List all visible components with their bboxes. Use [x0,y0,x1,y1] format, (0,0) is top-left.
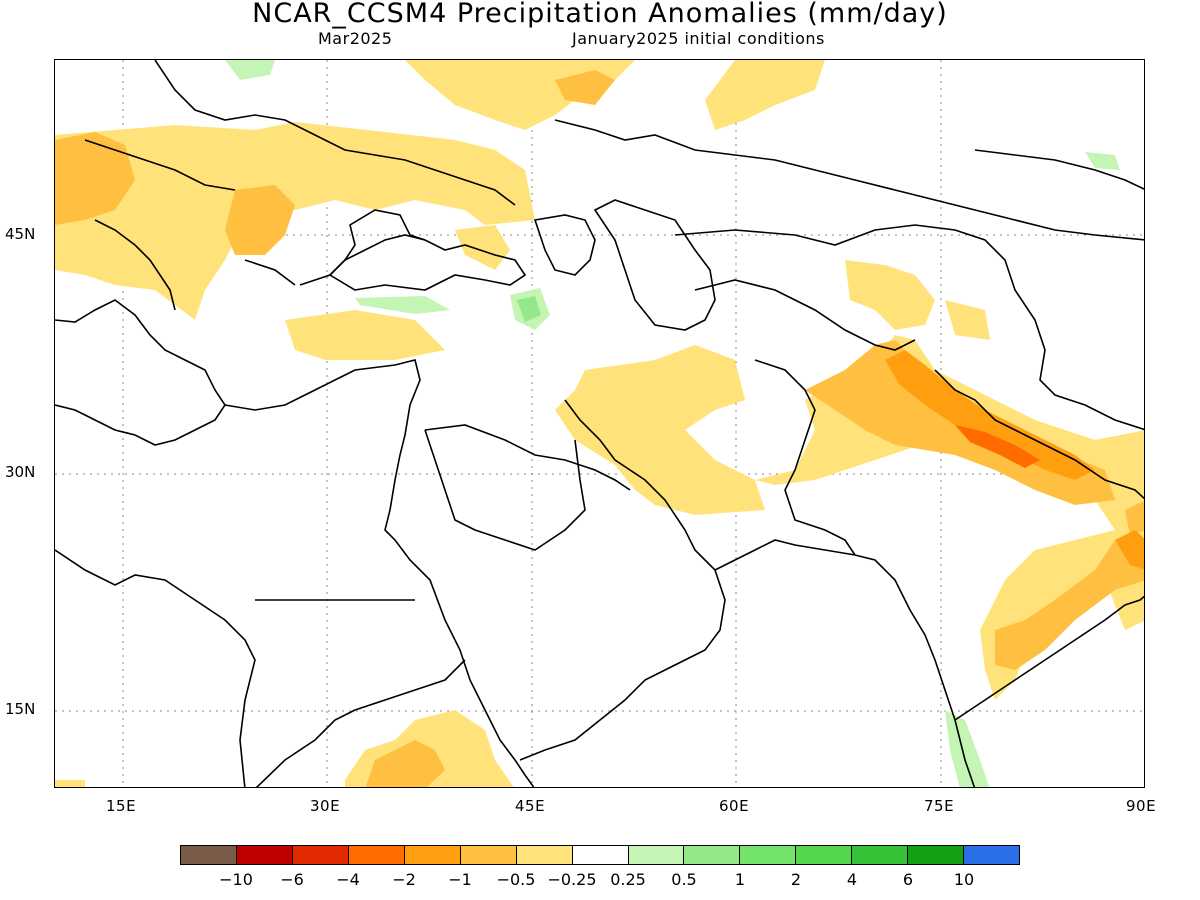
y-tick-15n: 15N [5,700,36,718]
colorbar-label: −0.25 [547,870,597,889]
wet-anomaly-light [225,60,1120,787]
y-tick-45n: 45N [5,225,36,243]
colorbar-label: −1 [448,870,472,889]
forecast-month: Mar2025 [318,29,393,48]
colorbar-label: 1 [734,870,746,889]
map-title: NCAR_CCSM4 Precipitation Anomalies (mm/d… [252,0,948,29]
colorbar-label: 2 [790,870,802,889]
colorbar-swatch [516,846,573,864]
colorbar-label: −0.5 [496,870,536,889]
colorbar-swatch [181,846,237,864]
colorbar-swatch [964,846,1020,864]
colorbar-swatch [236,846,293,864]
colorbar-label: 10 [953,870,975,889]
coastlines [55,60,1144,787]
x-tick-75e: 75E [924,797,955,815]
x-tick-30e: 30E [310,797,341,815]
colorbar-swatch [740,846,797,864]
x-tick-90e: 90E [1126,797,1157,815]
initial-conditions: January2025 initial conditions [572,29,825,48]
y-tick-30n: 30N [5,463,36,481]
map-canvas [55,60,1144,787]
colorbar-label: 0.5 [671,870,697,889]
colorbar-swatch [572,846,629,864]
colorbar [180,845,1020,865]
colorbar-swatch [908,846,965,864]
colorbar-swatch [404,846,461,864]
colorbar-label: −4 [336,870,360,889]
colorbar-swatch [460,846,517,864]
colorbar-label: 0.25 [610,870,646,889]
dry-anomaly-very-strong [955,425,1040,468]
colorbar-label: 6 [902,870,914,889]
colorbar-label: −2 [392,870,416,889]
colorbar-label: 4 [846,870,858,889]
colorbar-label: −10 [219,870,253,889]
precipitation-map [54,59,1145,788]
colorbar-swatch [348,846,405,864]
colorbar-swatch [292,846,349,864]
x-tick-15e: 15E [106,797,137,815]
colorbar-label: −6 [280,870,304,889]
colorbar-swatch [796,846,853,864]
colorbar-swatch [684,846,741,864]
colorbar-swatch [852,846,909,864]
colorbar-swatch [628,846,685,864]
x-tick-60e: 60E [719,797,750,815]
x-tick-45e: 45E [515,797,546,815]
